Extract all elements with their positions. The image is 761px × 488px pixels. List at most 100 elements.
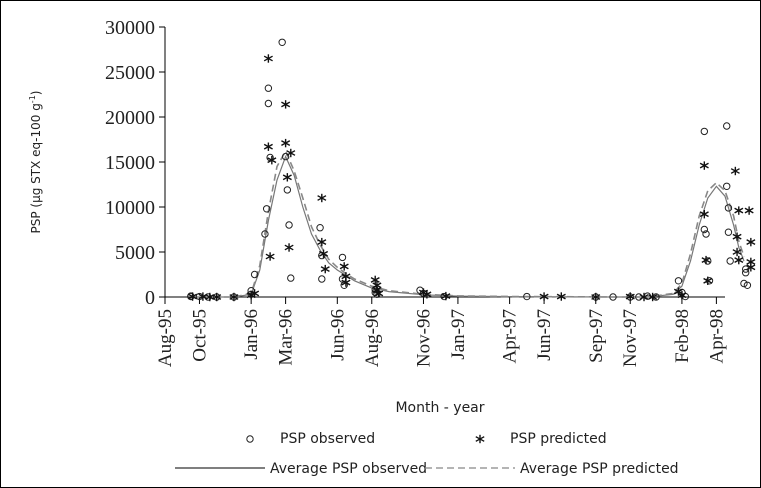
x-tick-label: Apr-98 <box>706 309 727 364</box>
y-axis-label: PSP (μg STX eq-100 g-1) <box>28 91 43 234</box>
y-tick-label: 15000 <box>105 152 155 174</box>
predicted-point <box>732 232 742 241</box>
x-axis-label: Month - year <box>395 400 484 416</box>
observed-point <box>724 204 733 212</box>
predicted-point <box>734 255 744 265</box>
observed-point <box>264 84 273 92</box>
x-tick-label: Apr-97 <box>500 309 521 364</box>
average-lines <box>190 149 745 298</box>
observed-point <box>724 228 733 236</box>
legend-item: PSP observed <box>246 431 375 447</box>
predicted-point <box>475 434 485 444</box>
observed-point <box>250 270 259 279</box>
observed-point <box>609 293 617 301</box>
observed-point <box>723 122 731 130</box>
predicted-point <box>281 138 291 148</box>
legend-label: Average PSP observed <box>270 461 427 477</box>
predicted-point <box>746 237 756 247</box>
predicted-point <box>250 289 260 298</box>
predicted-point <box>339 262 349 271</box>
x-tick-label: Aug-95 <box>155 309 176 367</box>
predicted-point <box>212 292 222 302</box>
observed-point <box>700 127 709 136</box>
predicted-point <box>341 278 351 287</box>
observed-point <box>743 281 752 289</box>
y-tick-label: 0 <box>145 287 155 309</box>
legend-item: Average PSP predicted <box>425 461 679 477</box>
predicted-point <box>281 100 291 109</box>
x-axis-group: Aug-95 Oct-95 Jan-96 Mar-96 Jun-96 Aug-96 Nov-… <box>155 296 727 367</box>
y-axis-group: 0 5000 10000 15000 20000 25000 30000 <box>105 17 166 309</box>
predicted-point <box>284 243 294 252</box>
observed-point <box>283 186 292 194</box>
y-tick-label: 20000 <box>105 107 155 129</box>
observed-point <box>635 293 643 301</box>
legend-label: PSP observed <box>280 431 375 447</box>
average-predicted-line <box>190 149 745 298</box>
legend-label: Average PSP predicted <box>520 461 679 477</box>
observed-point <box>187 292 195 301</box>
observed-point <box>702 230 710 238</box>
observed-point <box>700 225 709 234</box>
x-tick-label: Aug-96 <box>362 309 383 367</box>
predicted-point <box>591 292 601 302</box>
observed-point <box>726 257 734 265</box>
y-tick-label: 10000 <box>105 197 155 219</box>
predicted-point <box>699 210 709 219</box>
observed-point <box>287 274 295 282</box>
x-tick-label: Feb-98 <box>672 309 693 363</box>
predicted-point <box>374 289 384 298</box>
observed-point <box>705 277 714 285</box>
predicted-point <box>370 275 380 285</box>
x-tick-label: Oct-95 <box>189 309 210 362</box>
observed-point <box>262 205 271 213</box>
observed-point <box>723 182 731 191</box>
predicted-point <box>188 292 198 301</box>
predicted-point <box>648 292 658 302</box>
predicted-point <box>441 291 451 301</box>
predicted-point <box>732 247 742 257</box>
predicted-point <box>639 292 649 302</box>
predicted-point <box>317 237 327 247</box>
x-tick-label: Jun-97 <box>534 309 555 361</box>
predicted-point <box>263 142 273 151</box>
y-tick-label: 5000 <box>115 242 155 264</box>
observed-point <box>741 269 750 277</box>
legend-label: PSP predicted <box>510 431 607 447</box>
observed-point <box>316 224 324 232</box>
x-tick-label: Jan-96 <box>241 309 262 360</box>
predicted-point <box>746 263 756 272</box>
predicted-point <box>744 206 754 215</box>
x-tick-label: Jun-96 <box>327 309 348 361</box>
observed-point <box>523 292 531 301</box>
observed-point <box>285 221 293 229</box>
y-tick-label: 25000 <box>105 62 155 84</box>
predicted-point <box>263 54 273 63</box>
legend: PSP observed PSP predicted Average PSP obs… <box>175 431 679 477</box>
predicted-point <box>556 292 566 301</box>
predicted-point <box>677 291 687 300</box>
x-tick-label: Sep-97 <box>586 309 607 363</box>
observed-point <box>338 253 347 262</box>
x-tick-label: Mar-96 <box>276 309 297 366</box>
data-points <box>187 38 756 302</box>
predicted-point <box>267 156 277 165</box>
predicted-point <box>265 252 275 261</box>
predicted-point <box>282 173 292 182</box>
predicted-point <box>730 166 740 176</box>
y-tick-label: 30000 <box>105 17 155 39</box>
x-tick-label: Nov-97 <box>620 309 641 367</box>
predicted-point <box>701 255 711 265</box>
legend-item: PSP predicted <box>475 431 607 447</box>
predicted-point <box>317 193 327 203</box>
predicted-point <box>286 148 296 158</box>
observed-point <box>318 275 326 283</box>
predicted-point <box>320 264 330 274</box>
observed-point <box>740 279 748 288</box>
x-tick-label: Nov-96 <box>413 309 434 367</box>
predicted-point <box>318 249 329 258</box>
predicted-point <box>625 292 635 301</box>
observed-point <box>264 99 273 108</box>
observed-point <box>261 230 269 238</box>
